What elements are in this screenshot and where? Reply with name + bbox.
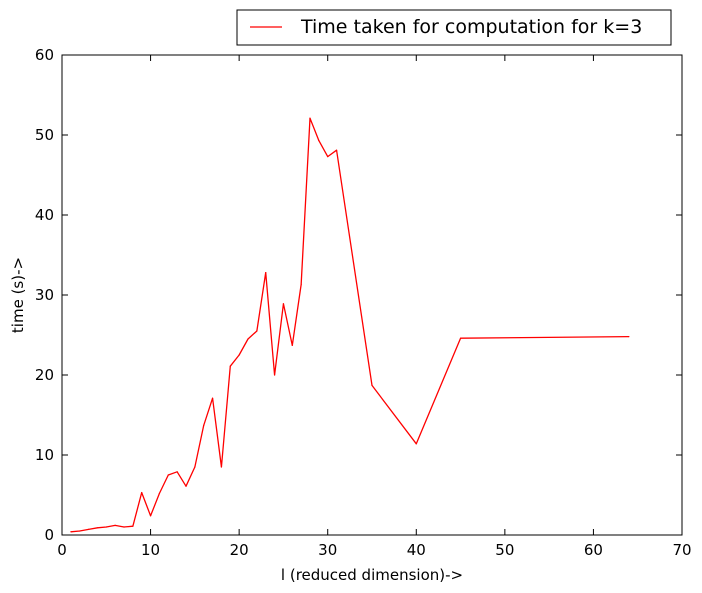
data-point (105, 526, 107, 528)
y-tick-label: 0 (44, 526, 54, 544)
data-point (149, 515, 152, 517)
data-point (167, 474, 169, 476)
x-tick-label: 0 (57, 541, 67, 559)
data-point (371, 384, 373, 386)
data-layer (70, 117, 630, 533)
x-tick-label: 20 (230, 541, 249, 559)
y-tick-label: 50 (35, 126, 54, 144)
data-point (415, 443, 417, 445)
y-tick-label: 60 (35, 46, 54, 64)
data-point (273, 374, 276, 376)
x-tick-label: 60 (584, 541, 603, 559)
data-point (176, 471, 178, 473)
y-tick-label: 40 (35, 206, 54, 224)
data-point (141, 492, 143, 494)
x-tick-label: 10 (141, 541, 160, 559)
data-point (194, 466, 196, 468)
data-point (459, 337, 462, 339)
x-tick-label: 50 (495, 541, 514, 559)
legend-label: Time taken for computation for k=3 (300, 16, 642, 38)
data-point (238, 354, 240, 356)
data-point (114, 524, 116, 527)
data-point (158, 492, 161, 494)
data-point (318, 140, 320, 142)
data-point (229, 365, 231, 367)
plot-frame (61, 54, 683, 536)
y-tick-label: 30 (35, 286, 54, 304)
data-point (203, 424, 205, 426)
y-tick-label: 10 (35, 446, 54, 464)
data-point (256, 330, 258, 332)
data-point (265, 272, 267, 274)
data-point (96, 527, 99, 529)
data-point (282, 303, 285, 305)
data-point (79, 530, 81, 532)
axis-ticks: 0 10 20 30 40 50 60 70 0 10 20 30 40 50 60 (35, 46, 692, 559)
data-point (309, 117, 311, 119)
data-point (220, 466, 223, 468)
data-point (300, 284, 302, 286)
y-tick-label: 20 (35, 366, 54, 384)
data-point (87, 528, 90, 531)
data-point (247, 338, 249, 340)
x-tick-label: 30 (318, 541, 337, 559)
data-point (291, 344, 293, 346)
data-point (70, 531, 72, 533)
y-axis-label: time (s)-> (9, 257, 27, 333)
data-point (211, 397, 214, 399)
data-point (123, 526, 125, 528)
legend-box (236, 9, 672, 46)
data-point (628, 336, 630, 338)
x-tick-label: 40 (407, 541, 426, 559)
data-point (327, 156, 329, 158)
x-axis-label: l (reduced dimension)-> (281, 566, 463, 584)
legend: Time taken for computation for k=3 (236, 9, 672, 46)
data-point (335, 149, 338, 151)
data-point (185, 485, 187, 487)
x-tick-label: 70 (672, 541, 691, 559)
data-point (132, 525, 134, 527)
